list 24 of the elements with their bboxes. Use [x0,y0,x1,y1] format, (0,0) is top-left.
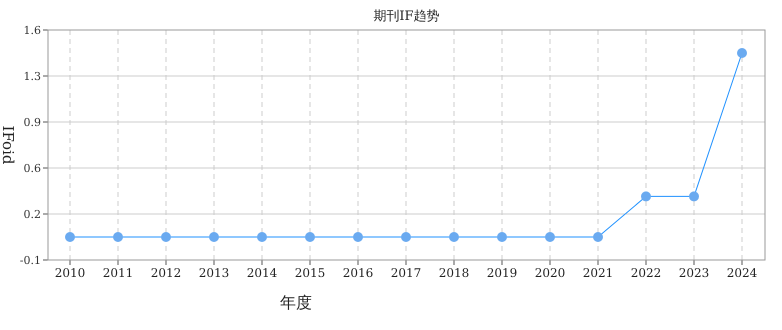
x-tick-label: 2019 [486,266,518,280]
x-tick-label: 2023 [678,266,710,280]
y-tick-label: 1.3 [24,70,41,83]
y-tick-label: -0.1 [20,254,41,267]
x-tick-label: 2021 [582,266,614,280]
x-tick-label: 2015 [294,266,326,280]
x-axis-title: 年度 [280,293,312,312]
y-tick-label: 0.9 [24,116,41,129]
chart-title: 期刊IF趋势 [373,9,440,24]
x-tick-label: 2020 [534,266,566,280]
x-tick-label: 2011 [102,266,134,280]
x-tick-label: 2022 [630,266,662,280]
y-axis-title: IFoid [0,126,17,165]
x-tick-label: 2017 [390,266,422,280]
x-tick-label: 2016 [342,266,374,280]
x-tick-label: 2013 [198,266,230,280]
x-tick-label: 2012 [150,266,182,280]
x-tick-label: 2014 [246,266,278,280]
y-tick-label: 1.6 [24,24,41,37]
y-tick-label: 0.6 [24,162,41,175]
x-tick-label: 2010 [54,266,86,280]
y-tick-label: 0.2 [24,208,41,221]
x-tick-label: 2018 [438,266,470,280]
x-tick-label: 2024 [726,266,758,280]
